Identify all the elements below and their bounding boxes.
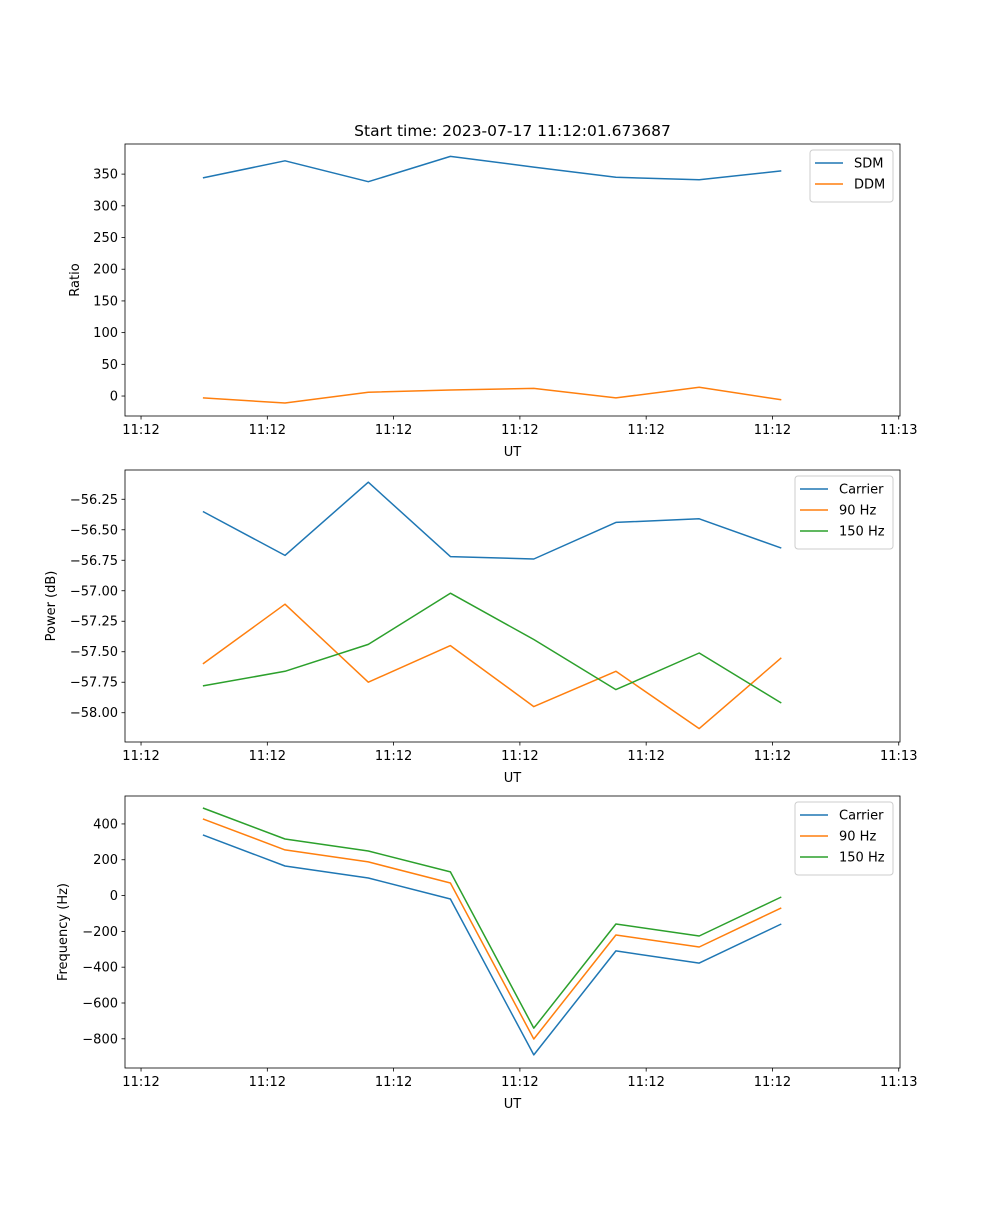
y-tick-label: 200: [93, 263, 118, 278]
subplot-3: 11:12 11:12 11:12 11:12 11:12 11:12 11:13 −800 −…: [56, 795, 917, 1112]
series-line-ddm: [202, 386, 782, 404]
x-tick-label: 11:12: [501, 423, 538, 438]
subplot-2: 11:12 11:12 11:12 11:12 11:12 11:12 11:13 −58.0…: [44, 469, 917, 786]
chart-title: Start time: 2023-07-17 11:12:01.673687: [354, 122, 671, 140]
x-tick-label: 11:12: [375, 749, 412, 764]
y-tick-label: −200: [82, 925, 118, 940]
y-tick-label: −600: [82, 996, 118, 1011]
subplot-1: 11:12 11:12 11:12 11:12 11:12 11:12 11:13 0 50 10…: [68, 122, 917, 460]
y-tick-label: 400: [93, 817, 118, 832]
x-tick-label: 11:12: [754, 1075, 791, 1090]
y-tick-label: −56.75: [70, 554, 118, 569]
legend-label: Carrier: [839, 483, 884, 498]
x-tick-label: 11:12: [122, 749, 159, 764]
y-tick-label: 150: [93, 294, 118, 309]
y-tick-label: 0: [110, 889, 118, 904]
series-line-150-hz: [202, 807, 782, 1029]
x-tick-label: 11:12: [122, 1075, 159, 1090]
y-axis-label: Power (dB): [44, 571, 59, 642]
x-tick-label: 11:13: [880, 749, 917, 764]
series-line-carrier: [202, 481, 782, 560]
series-line-carrier: [202, 834, 782, 1056]
legend: Carrier 90 Hz 150 Hz: [794, 475, 894, 550]
y-tick-label: 200: [93, 853, 118, 868]
y-tick-label: −56.25: [70, 493, 118, 508]
series-line-150-hz: [202, 592, 782, 704]
x-tick-label: 11:12: [249, 423, 286, 438]
x-axis-label: UT: [504, 771, 522, 786]
y-tick-label: 250: [93, 231, 118, 246]
x-tick-label: 11:13: [880, 423, 917, 438]
axes-frame: [124, 143, 901, 417]
x-tick-label: 11:12: [249, 1075, 286, 1090]
x-tick-label: 11:12: [122, 423, 159, 438]
y-tick-label: −58.00: [70, 706, 118, 721]
x-tick-label: 11:12: [627, 1075, 664, 1090]
x-axis-label: UT: [504, 1097, 522, 1112]
x-tick-label: 11:12: [249, 749, 286, 764]
x-tick-label: 11:12: [627, 749, 664, 764]
x-tick-label: 11:13: [880, 1075, 917, 1090]
series-line-90-hz: [202, 603, 782, 730]
x-tick-label: 11:12: [754, 423, 791, 438]
legend-label: 90 Hz: [839, 504, 876, 519]
y-tick-label: −57.50: [70, 645, 118, 660]
x-axis-label: UT: [504, 445, 522, 460]
axes-frame: [124, 469, 901, 743]
legend-label: Carrier: [839, 809, 884, 824]
series-line-sdm: [202, 155, 782, 183]
series-line-90-hz: [202, 818, 782, 1040]
x-tick-label: 11:12: [375, 1075, 412, 1090]
y-tick-label: −57.00: [70, 584, 118, 599]
y-tick-label: 50: [101, 358, 118, 373]
y-tick-label: 350: [93, 168, 118, 183]
y-tick-label: −800: [82, 1032, 118, 1047]
x-tick-label: 11:12: [754, 749, 791, 764]
x-tick-label: 11:12: [501, 1075, 538, 1090]
legend-label: DDM: [854, 178, 885, 193]
y-axis-label: Frequency (Hz): [56, 883, 71, 981]
x-tick-label: 11:12: [375, 423, 412, 438]
legend: SDM DDM: [809, 149, 894, 203]
x-tick-label: 11:12: [627, 423, 664, 438]
y-tick-label: 300: [93, 199, 118, 214]
legend-label: 90 Hz: [839, 830, 876, 845]
y-axis-label: Ratio: [68, 263, 83, 296]
x-tick-label: 11:12: [501, 749, 538, 764]
legend-label: SDM: [854, 157, 883, 172]
legend: Carrier 90 Hz 150 Hz: [794, 801, 894, 876]
legend-label: 150 Hz: [839, 851, 885, 866]
axes-frame: [124, 795, 901, 1069]
y-tick-label: −57.75: [70, 676, 118, 691]
legend-label: 150 Hz: [839, 525, 885, 540]
y-tick-label: −400: [82, 961, 118, 976]
y-tick-label: −56.50: [70, 523, 118, 538]
y-tick-label: −57.25: [70, 615, 118, 630]
y-tick-label: 0: [110, 390, 118, 405]
y-tick-label: 100: [93, 326, 118, 341]
